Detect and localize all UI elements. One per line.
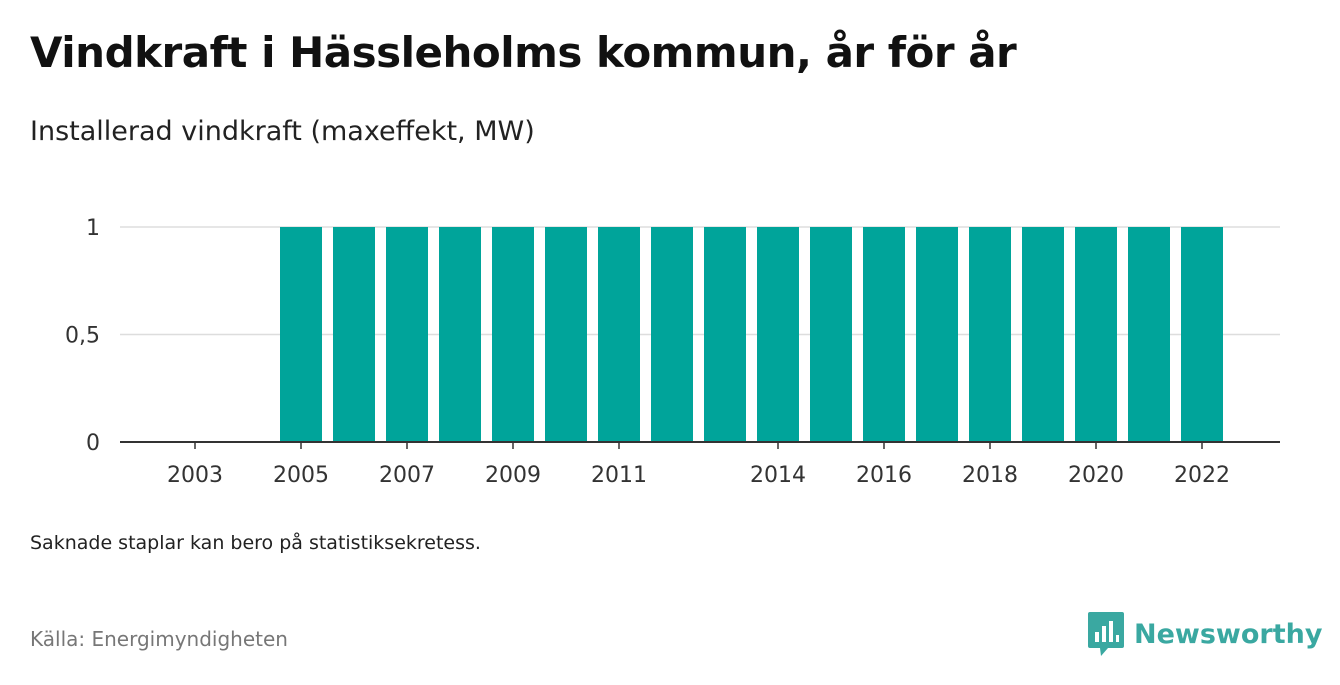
bar-2020 [1075,227,1117,442]
x-tick-label: 2020 [1068,463,1124,488]
bar-2009 [492,227,534,442]
bar-2013 [704,227,746,442]
y-tick-label: 0,5 [65,324,100,349]
x-axis-ticks: 2003 2005 2007 2009 2011 2014 2016 2018 2020 2022 [167,442,1230,488]
bar-2022 [1181,227,1223,442]
x-tick-label: 2009 [485,463,541,488]
x-tick-label: 2014 [750,463,806,488]
bar-2021 [1128,227,1170,442]
bar-2011 [598,227,640,442]
x-tick-label: 2003 [167,463,223,488]
x-tick-label: 2011 [591,463,647,488]
source-text: Källa: Energimyndigheten [30,627,288,651]
bar-2014 [757,227,799,442]
bar-2017 [916,227,958,442]
x-tick-label: 2007 [379,463,435,488]
bar-2005 [280,227,322,442]
bar-2006 [333,227,375,442]
bar-2016 [863,227,905,442]
bar-chart-speech-bubble-icon [1088,612,1124,656]
bar-2010 [545,227,587,442]
x-tick-label: 2005 [273,463,329,488]
bar-2008 [439,227,481,442]
bar-2007 [386,227,428,442]
brand-name: Newsworthy [1134,618,1323,650]
bar-2012 [651,227,693,442]
chart-subtitle: Installerad vindkraft (maxeffekt, MW) [30,116,535,147]
chart-title: Vindkraft i Hässleholms kommun, år för å… [30,28,1017,77]
x-tick-label: 2022 [1174,463,1230,488]
bars [280,227,1223,442]
x-tick-label: 2018 [962,463,1018,488]
bar-2019 [1022,227,1064,442]
footnote: Saknade staplar kan bero på statistiksek… [30,532,481,554]
bar-2018 [969,227,1011,442]
x-tick-label: 2016 [856,463,912,488]
bar-chart: 00,51 2003 2005 2007 2009 2011 2014 2016 2018 20… [65,216,1280,488]
y-tick-label: 0 [86,431,100,456]
y-tick-label: 1 [86,216,100,241]
newsworthy-logo[interactable]: Newsworthy [1088,612,1322,656]
bar-2015 [810,227,852,442]
y-axis-ticks: 00,51 [65,216,100,456]
